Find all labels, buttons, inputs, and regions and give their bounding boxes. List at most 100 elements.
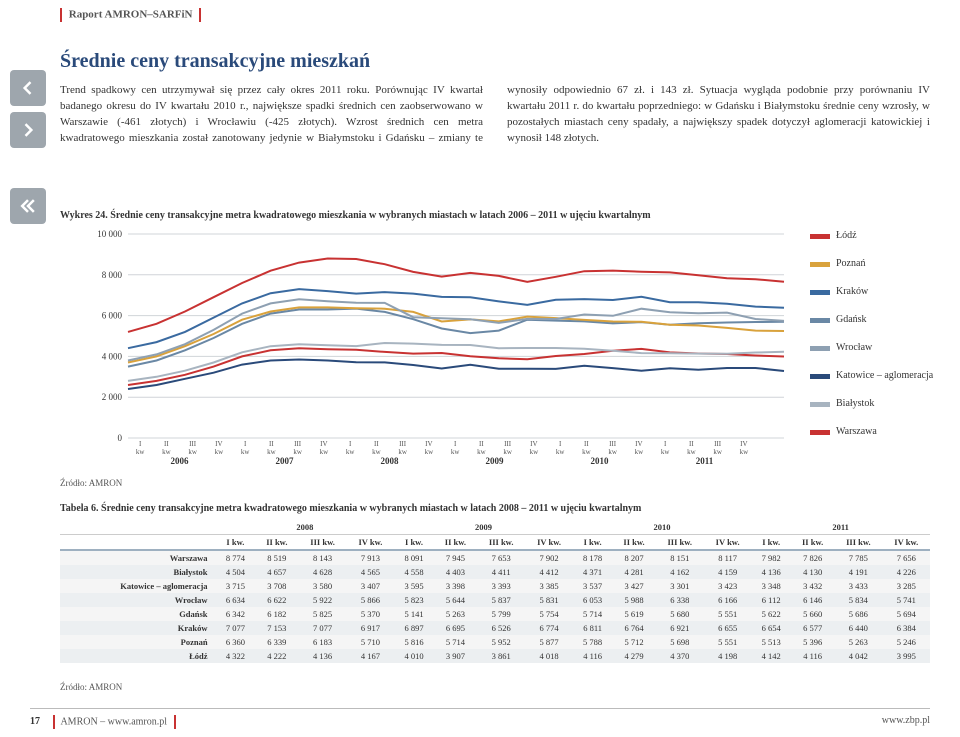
table-cell: 6 917 xyxy=(347,621,394,635)
table-cell: 5 788 xyxy=(573,635,613,649)
table-cell: 5 714 xyxy=(573,607,613,621)
xaxis-quarter-label: Ikw xyxy=(337,440,363,456)
table-cell: 4 281 xyxy=(612,565,655,579)
brand-tick-icon xyxy=(60,8,62,22)
table-cell: 3 348 xyxy=(751,579,791,593)
table-cell: 7 785 xyxy=(834,550,882,565)
table-cell: 5 816 xyxy=(394,635,434,649)
table-cell: 5 619 xyxy=(612,607,655,621)
table-row: Katowice – aglomeracja3 7153 7083 5803 4… xyxy=(60,579,930,593)
table-row-label: Warszawa xyxy=(60,550,216,565)
xaxis-quarter-label: IVkw xyxy=(521,440,547,456)
svg-text:10 000: 10 000 xyxy=(97,229,122,239)
table-cell: 7 153 xyxy=(255,621,298,635)
table-cell: 4 162 xyxy=(656,565,704,579)
table-cell: 6 182 xyxy=(255,607,298,621)
toc-button[interactable] xyxy=(10,188,46,224)
table-cell: 3 595 xyxy=(394,579,434,593)
table-quarter-header: I kw. xyxy=(394,535,434,551)
table-caption: Tabela 6. Średnie ceny transakcyjne metr… xyxy=(60,503,641,514)
table-cell: 3 995 xyxy=(883,649,930,663)
svg-text:4 000: 4 000 xyxy=(102,351,123,361)
xaxis-year-label: 2008 xyxy=(337,456,442,466)
next-page-button[interactable] xyxy=(10,112,46,148)
prev-page-button[interactable] xyxy=(10,70,46,106)
table-cell: 3 861 xyxy=(477,649,525,663)
table-cell: 3 708 xyxy=(255,579,298,593)
table-quarter-header: IV kw. xyxy=(347,535,394,551)
table-cell: 3 432 xyxy=(791,579,834,593)
table-cell: 5 877 xyxy=(525,635,572,649)
table-cell: 6 440 xyxy=(834,621,882,635)
table-cell: 4 565 xyxy=(347,565,394,579)
table-cell: 8 091 xyxy=(394,550,434,565)
table-quarter-header: III kw. xyxy=(656,535,704,551)
table-cell: 5 741 xyxy=(883,593,930,607)
intro-paragraph: Trend spadkowy cen utrzymywał się przez … xyxy=(60,83,930,147)
table-cell: 4 136 xyxy=(751,565,791,579)
table-cell: 3 398 xyxy=(434,579,477,593)
table-cell: 6 577 xyxy=(791,621,834,635)
table-cell: 5 922 xyxy=(298,593,346,607)
table-cell: 3 407 xyxy=(347,579,394,593)
legend-item: Łódź xyxy=(810,228,940,244)
table-cell: 6 146 xyxy=(791,593,834,607)
table-year-header: 2010 xyxy=(573,520,752,535)
table-row-label: Wrocław xyxy=(60,593,216,607)
table-row-label: Gdańsk xyxy=(60,607,216,621)
table-cell: 4 116 xyxy=(573,649,613,663)
footer-tick-icon xyxy=(174,715,176,729)
table-row-label: Poznań xyxy=(60,635,216,649)
table-cell: 6 774 xyxy=(525,621,572,635)
legend-item: Gdańsk xyxy=(810,312,940,328)
table-source: Źródło: AMRON xyxy=(60,682,122,692)
table-cell: 5 834 xyxy=(834,593,882,607)
xaxis-quarter-label: Ikw xyxy=(127,440,153,456)
xaxis-quarter-label: IVkw xyxy=(416,440,442,456)
legend-label: Warszawa xyxy=(836,424,877,440)
legend-label: Poznań xyxy=(836,256,865,272)
xaxis-year-label: 2009 xyxy=(442,456,547,466)
legend-swatch-icon xyxy=(810,290,830,295)
xaxis-quarter-label: Ikw xyxy=(442,440,468,456)
table-cell: 5 396 xyxy=(791,635,834,649)
brand-text: Raport AMRON–SARFiN xyxy=(69,9,193,21)
report-brand: Raport AMRON–SARFiN xyxy=(60,8,205,22)
table-row: Białystok4 5044 6574 6284 5654 5584 4034… xyxy=(60,565,930,579)
table-cell: 3 537 xyxy=(573,579,613,593)
table-quarter-header: I kw. xyxy=(216,535,256,551)
legend-swatch-icon xyxy=(810,346,830,351)
xaxis-year-label: 2006 xyxy=(127,456,232,466)
price-table: 2008200920102011I kw.II kw.III kw.IV kw.… xyxy=(60,520,930,663)
table-cell: 7 077 xyxy=(216,621,256,635)
table-cell: 4 010 xyxy=(394,649,434,663)
legend-swatch-icon xyxy=(810,262,830,267)
table-cell: 5 837 xyxy=(477,593,525,607)
table-cell: 5 694 xyxy=(883,607,930,621)
table-cell: 5 710 xyxy=(347,635,394,649)
table-cell: 5 644 xyxy=(434,593,477,607)
table-cell: 6 166 xyxy=(704,593,751,607)
table-quarter-header: II kw. xyxy=(612,535,655,551)
xaxis-quarter-label: IIkw xyxy=(468,440,494,456)
table-quarter-header: II kw. xyxy=(434,535,477,551)
brand-tick-icon xyxy=(199,8,201,22)
page-nav xyxy=(10,70,46,230)
xaxis-quarter-label: IIkw xyxy=(363,440,389,456)
table-cell: 4 167 xyxy=(347,649,394,663)
table-cell: 6 921 xyxy=(656,621,704,635)
legend-item: Poznań xyxy=(810,256,940,272)
table-cell: 6 339 xyxy=(255,635,298,649)
svg-text:0: 0 xyxy=(118,433,123,443)
table-cell: 5 952 xyxy=(477,635,525,649)
table-cell: 8 117 xyxy=(704,550,751,565)
table-cell: 4 222 xyxy=(255,649,298,663)
table-cell: 5 660 xyxy=(791,607,834,621)
table-cell: 6 897 xyxy=(394,621,434,635)
table-cell: 8 151 xyxy=(656,550,704,565)
legend-swatch-icon xyxy=(810,402,830,407)
svg-text:8 000: 8 000 xyxy=(102,270,123,280)
table-cell: 3 427 xyxy=(612,579,655,593)
footer-left-text: AMRON – www.amron.pl xyxy=(60,716,167,727)
xaxis-quarter-label: IIIkw xyxy=(495,440,521,456)
